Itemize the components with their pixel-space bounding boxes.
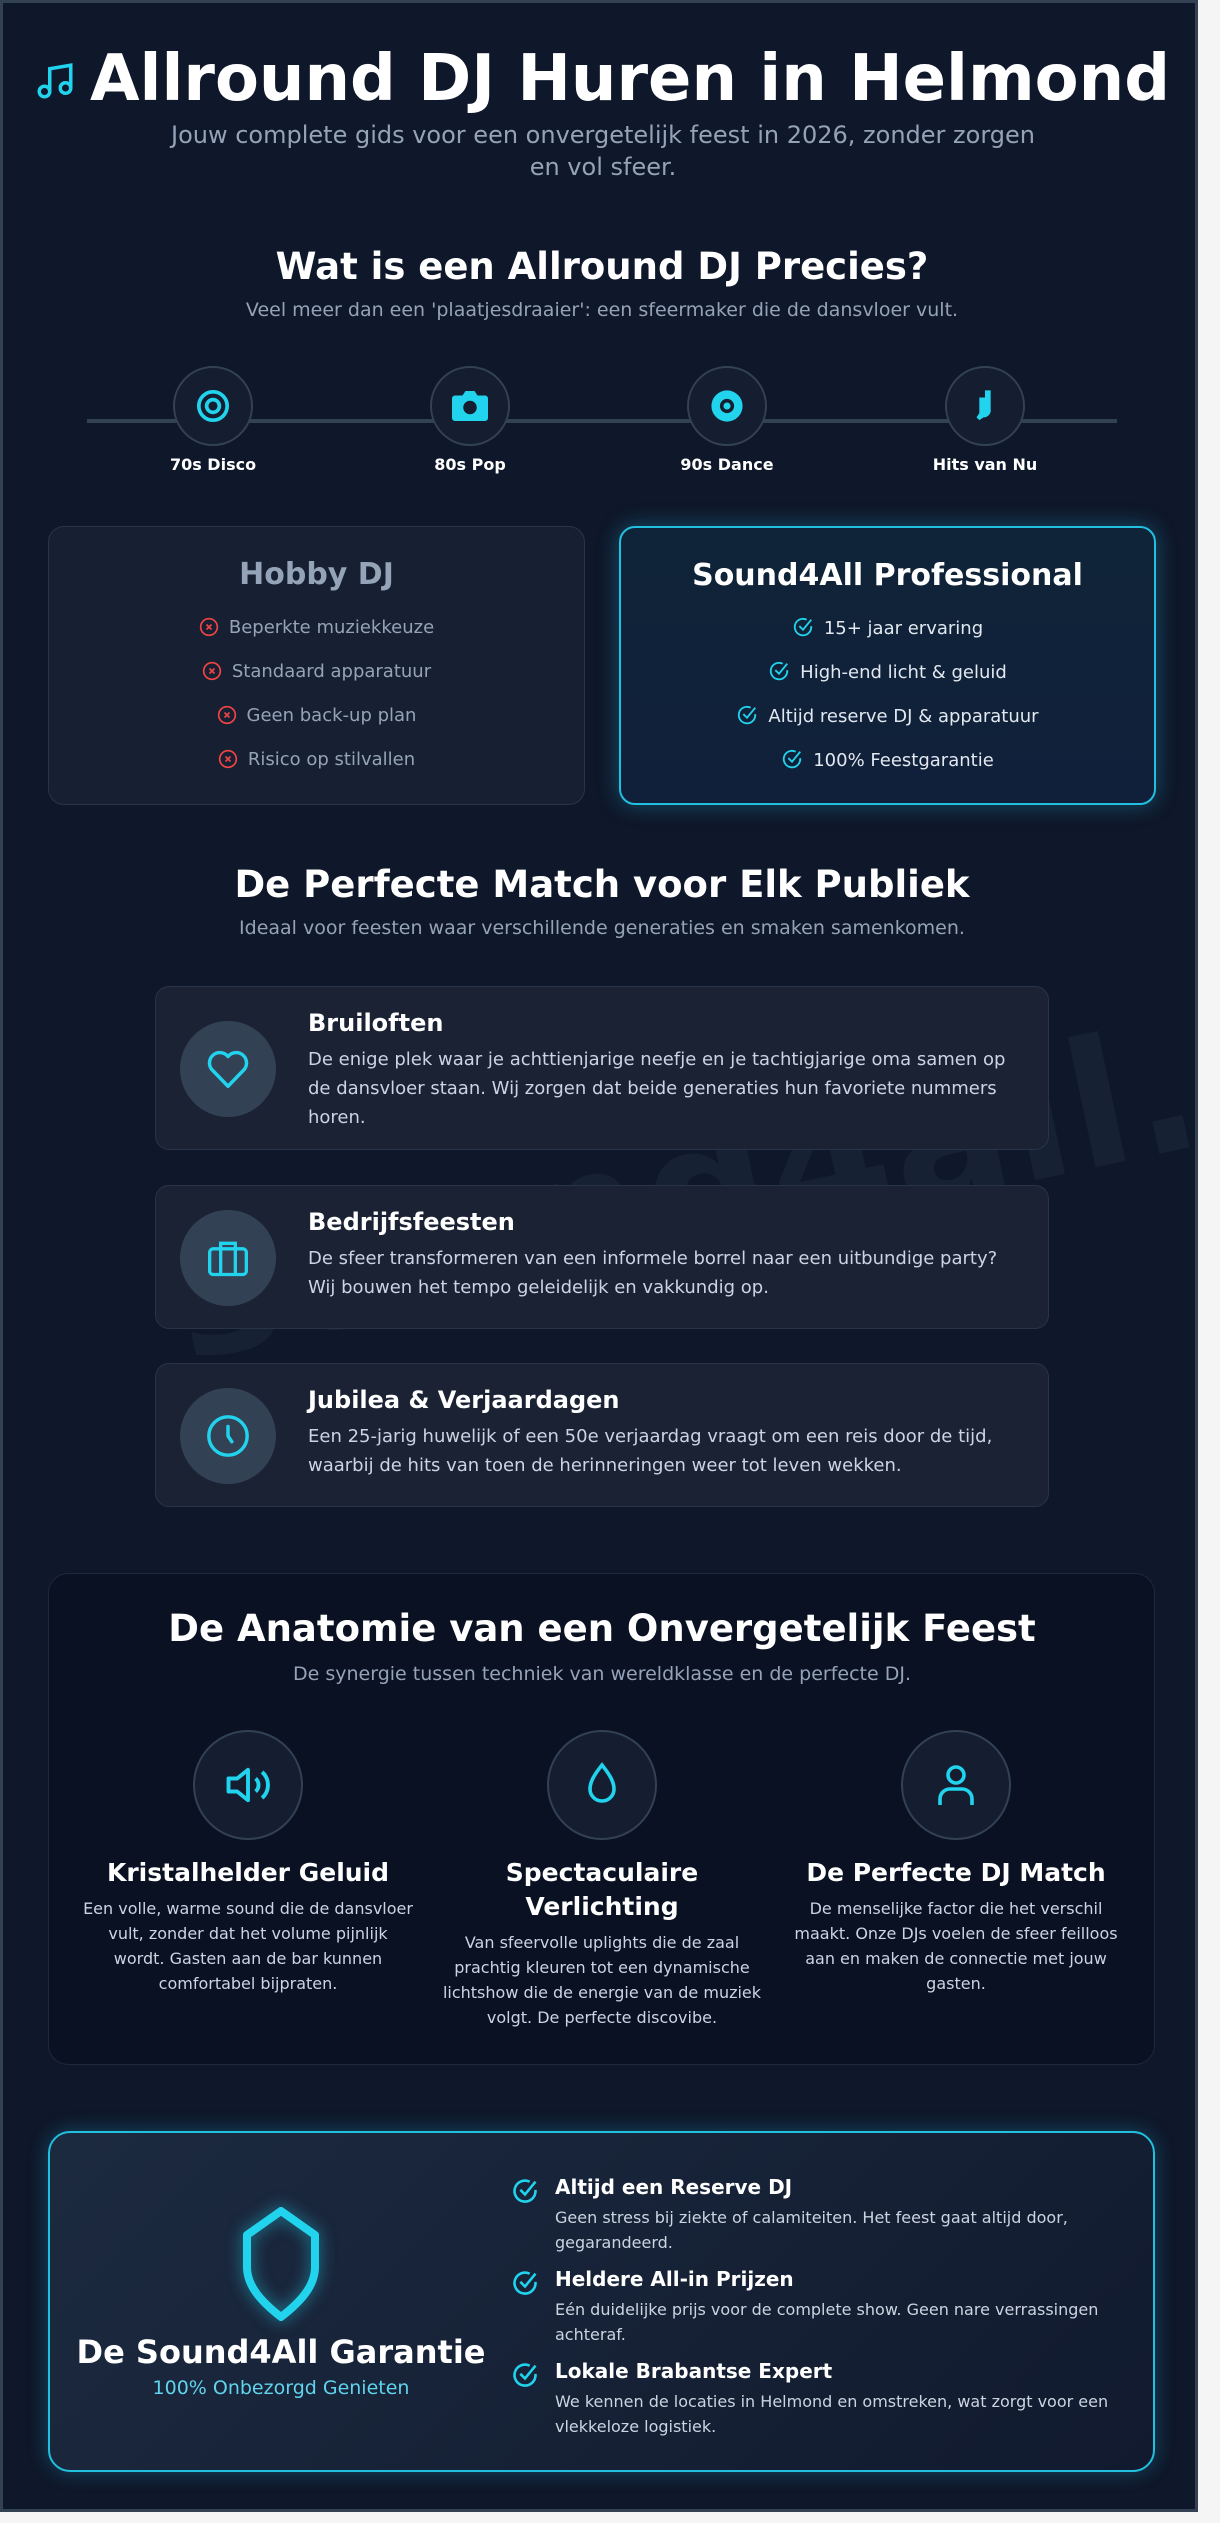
timeline-label: 80s Pop <box>434 455 506 474</box>
x-circle-icon <box>218 749 238 769</box>
heart-icon <box>180 1021 276 1117</box>
speaker-icon <box>193 1730 303 1840</box>
anatomy-text: Een volle, warme sound die de dansvloer … <box>83 1899 413 1993</box>
item-text: Risico op stilvallen <box>247 749 416 770</box>
anatomy-title: Kristalhelder Geluid <box>106 1858 390 1887</box>
x-circle-icon <box>202 661 222 681</box>
card-title: Bruiloften <box>308 1009 444 1037</box>
card-title: Sound4All Professional <box>692 558 1083 593</box>
guarantee-item: Heldere All-in Prijzen Eén duidelijke pr… <box>511 2267 1111 2347</box>
check-circle-icon <box>738 705 757 725</box>
item-text: 15+ jaar ervaring <box>823 618 984 639</box>
timeline-label: Hits van Nu <box>932 455 1038 474</box>
page-title: Allround DJ Huren in Helmond <box>3 39 1195 119</box>
guarantee-subtitle: 100% Onbezorgd Genieten <box>152 2377 410 2399</box>
item-title: Lokale Brabantse Expert <box>555 2359 833 2383</box>
card-title: Jubilea & Verjaardagen <box>308 1386 620 1414</box>
section-title-anatomy: De Anatomie van een Onvergetelijk Feest <box>168 1607 1036 1650</box>
list-item: Geen back-up plan <box>49 694 584 738</box>
list-item: 15+ jaar ervaring <box>621 607 1154 651</box>
audience-card-jubilee: Jubilea & Verjaardagen Een 25-jarig huwe… <box>155 1363 1049 1507</box>
guarantee-item: Altijd een Reserve DJ Geen stress bij zi… <box>511 2175 1111 2255</box>
card-text: De enige plek waar je achttienjarige nee… <box>308 1049 1006 1128</box>
item-title: Altijd een Reserve DJ <box>555 2175 793 2199</box>
guarantee-title: De Sound4All Garantie <box>76 2333 486 2371</box>
guarantee-item: Lokale Brabantse Expert We kennen de loc… <box>511 2359 1111 2439</box>
list-item: Standaard apparatuur <box>49 650 584 694</box>
card-text: Een 25-jarig huwelijk of een 50e verjaar… <box>308 1426 993 1476</box>
user-icon <box>901 1730 1011 1840</box>
item-text: Altijd reserve DJ & apparatuur <box>768 706 1039 727</box>
music-note-icon <box>37 63 73 99</box>
pro-dj-card: Sound4All Professional 15+ jaar ervaring… <box>619 526 1156 805</box>
list-item: High-end licht & geluid <box>621 651 1154 695</box>
anatomy-item-sound: Kristalhelder Geluid Een volle, warme so… <box>83 1730 413 1996</box>
anatomy-item-lighting: Spectaculaire Verlichting Van sfeervolle… <box>437 1730 767 2030</box>
list-item: Altijd reserve DJ & apparatuur <box>621 695 1154 739</box>
section-title-what: Wat is een Allround DJ Precies? <box>275 245 929 288</box>
x-circle-icon <box>217 705 236 725</box>
check-circle-icon <box>513 2179 537 2203</box>
anatomy-text: Van sfeervolle uplights die de zaal prac… <box>442 1933 762 2027</box>
cd-icon <box>711 390 743 422</box>
timeline-label: 70s Disco <box>169 455 257 474</box>
section-subtitle-what: Veel meer dan een 'plaatjesdraaier': een… <box>245 299 959 321</box>
hobby-dj-card: Hobby DJ Beperkte muziekkeuze Standaard … <box>48 526 585 805</box>
anatomy-title: Spectaculaire Verlichting <box>505 1858 699 1921</box>
item-text: Geen back-up plan <box>246 705 417 726</box>
droplet-icon <box>547 1730 657 1840</box>
item-text: High-end licht & geluid <box>800 662 1007 683</box>
anatomy-text: De menselijke factor die het verschil ma… <box>794 1899 1118 1993</box>
card-title: Bedrijfsfeesten <box>308 1208 515 1236</box>
list-item: Risico op stilvallen <box>49 738 584 782</box>
item-title: Heldere All-in Prijzen <box>555 2267 794 2291</box>
card-text: De sfeer transformeren van een informele… <box>308 1248 998 1298</box>
item-text: Beperkte muziekkeuze <box>228 617 435 638</box>
title-text: Allround DJ Huren in Helmond <box>89 42 1171 116</box>
item-text: Standaard apparatuur <box>231 661 432 682</box>
timeline-node-70s <box>173 366 253 446</box>
audience-card-corporate: Bedrijfsfeesten De sfeer transformeren v… <box>155 1185 1049 1329</box>
section-subtitle-audience: Ideaal voor feesten waar verschillende g… <box>239 917 965 939</box>
card-title: Hobby DJ <box>239 557 394 592</box>
section-title-audience: De Perfecte Match voor Elk Publiek <box>234 863 970 906</box>
page: sound4all.nl Allround DJ Huren in Helmon… <box>0 0 1198 2512</box>
shield-icon <box>231 2203 331 2323</box>
list-item: Beperkte muziekkeuze <box>49 606 584 650</box>
camera-icon <box>452 391 488 421</box>
item-text: Eén duidelijke prijs voor de complete sh… <box>555 2300 1099 2344</box>
record-icon <box>196 389 230 423</box>
timeline-node-90s <box>687 366 767 446</box>
item-text: We kennen de locaties in Helmond en omst… <box>555 2392 1109 2436</box>
check-circle-icon <box>513 2271 537 2295</box>
guarantee-section <box>48 2131 1155 2472</box>
briefcase-icon <box>180 1210 276 1306</box>
timeline-node-now <box>945 366 1025 446</box>
anatomy-item-dj-match: De Perfecte DJ Match De menselijke facto… <box>791 1730 1121 1996</box>
check-circle-icon <box>513 2363 537 2387</box>
anatomy-title: De Perfecte DJ Match <box>806 1858 1106 1887</box>
timeline-line <box>87 419 1117 423</box>
item-text: 100% Feestgarantie <box>813 750 994 771</box>
check-circle-icon <box>769 661 789 681</box>
page-subtitle: Jouw complete gids voor een onvergetelij… <box>171 121 1035 181</box>
guitar-icon <box>976 390 991 421</box>
timeline-node-80s <box>430 366 510 446</box>
x-circle-icon <box>199 617 219 637</box>
timeline-label: 90s Dance <box>680 455 774 474</box>
clock-icon <box>180 1388 276 1484</box>
section-subtitle-anatomy: De synergie tussen techniek van wereldkl… <box>293 1663 911 1685</box>
audience-card-weddings: Bruiloften De enige plek waar je achttie… <box>155 986 1049 1150</box>
item-text: Geen stress bij ziekte of calamiteiten. … <box>555 2208 1068 2252</box>
list-item: 100% Feestgarantie <box>621 739 1154 783</box>
check-circle-icon <box>793 617 813 637</box>
check-circle-icon <box>783 749 802 769</box>
